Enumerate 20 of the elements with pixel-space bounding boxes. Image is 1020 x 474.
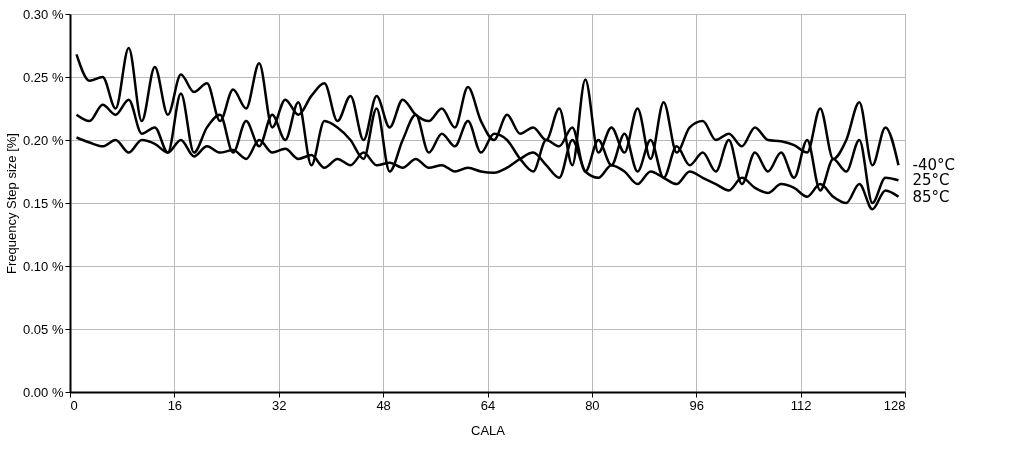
y-tick-label: 0.15 % — [23, 195, 64, 211]
y-tick-label: 0.25 % — [23, 69, 64, 85]
y-tick-label: 0.10 % — [23, 258, 64, 274]
y-tick-label: 0.00 % — [23, 384, 64, 400]
x-axis-title: CALA — [471, 422, 506, 438]
x-tick-label: 128 — [883, 397, 906, 413]
series-label: 25°C — [912, 171, 950, 190]
x-tick-label: 64 — [480, 397, 496, 413]
x-tick-label: 112 — [790, 397, 812, 413]
x-tick-label: 48 — [376, 397, 391, 413]
series-label: 85°C — [912, 187, 950, 206]
y-tick-label: 0.05 % — [23, 321, 64, 337]
x-tick-label: 0 — [70, 397, 78, 413]
y-tick-label: 0.30 % — [23, 6, 64, 22]
x-tick-label: 96 — [689, 397, 704, 413]
x-tick-label: 16 — [167, 397, 183, 413]
y-axis-title: Frequency Step size [%] — [4, 133, 20, 274]
y-tick-label: 0.20 % — [23, 132, 64, 148]
x-tick-label: 32 — [272, 397, 287, 413]
x-tick-label: 80 — [585, 397, 600, 413]
